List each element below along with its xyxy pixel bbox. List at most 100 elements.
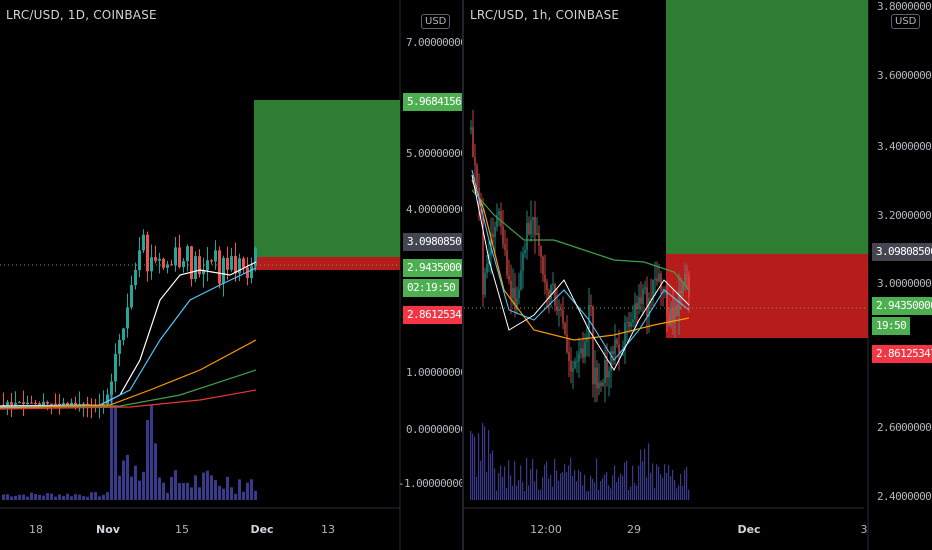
volume-bar: [676, 488, 678, 500]
x-axis-tick: 12:00: [530, 523, 562, 536]
volume-bar: [218, 485, 221, 500]
volume-bar: [520, 465, 522, 500]
y-axis-tick: 5.00000000: [406, 147, 462, 160]
candle-body: [604, 359, 606, 383]
volume-bar: [610, 488, 612, 500]
volume-bar: [102, 494, 105, 500]
volume-bar: [508, 460, 510, 500]
volume-bar: [202, 472, 205, 500]
candle-body: [524, 249, 526, 254]
volume-bar: [246, 482, 249, 500]
volume-bar: [506, 487, 508, 500]
candle-body: [658, 273, 660, 282]
volume-bar: [150, 405, 153, 500]
volume-bar: [142, 471, 145, 500]
volume-bar: [480, 460, 482, 500]
chart-pane-hourly[interactable]: LRC/USD, 1h, COINBASE USD 3.80000000 3.6…: [464, 0, 932, 550]
candle-body: [54, 403, 57, 405]
volume-bar: [654, 488, 656, 500]
y-axis-tick: -1.00000000: [398, 477, 462, 490]
volume-bar: [74, 494, 77, 500]
volume-bar: [158, 477, 161, 500]
volume-bar: [534, 481, 536, 500]
candle-body: [568, 351, 570, 362]
candle-body: [210, 260, 213, 262]
volume-bar: [46, 493, 49, 500]
volume-bar: [582, 485, 584, 500]
candle-body: [42, 402, 45, 406]
volume-bar: [674, 480, 676, 500]
volume-bar: [634, 483, 636, 500]
candle-body: [46, 402, 49, 404]
profit-zone: [254, 100, 400, 257]
hourly-chart-canvas[interactable]: [464, 0, 932, 550]
candle-body: [186, 246, 189, 262]
volume-bar: [642, 461, 644, 500]
candle-body: [552, 284, 554, 286]
volume-bar: [518, 480, 520, 500]
candle-body: [684, 274, 686, 284]
candle-body: [536, 232, 538, 235]
volume-bar: [536, 469, 538, 500]
currency-button[interactable]: USD: [421, 14, 451, 29]
y-axis-tick: 3.60000000: [877, 69, 932, 82]
candle-body: [514, 288, 516, 310]
candle-body: [542, 256, 544, 275]
y-axis-tick: 3.40000000: [877, 140, 932, 153]
currency-button[interactable]: USD: [891, 14, 921, 29]
candle-body: [500, 211, 502, 227]
candle-body: [246, 267, 249, 279]
candle-body: [174, 247, 177, 266]
candle-body: [82, 403, 85, 405]
candle-body: [606, 359, 608, 378]
volume-bar: [194, 475, 197, 500]
candle-body: [582, 348, 584, 358]
volume-bar: [622, 475, 624, 500]
volume-bar: [682, 486, 684, 500]
volume-bar: [250, 479, 253, 500]
candle-body: [638, 297, 640, 309]
chart-title: LRC/USD, 1D, COINBASE: [6, 8, 157, 22]
candle-body: [572, 368, 574, 372]
pane-divider[interactable]: [462, 0, 464, 550]
volume-bar: [624, 462, 626, 500]
candle-body: [474, 157, 476, 166]
volume-bar: [154, 443, 157, 500]
candle-body: [494, 227, 496, 238]
candle-body: [496, 214, 498, 228]
y-axis-tick: 2.60000000: [877, 421, 932, 434]
volume-bar: [90, 492, 93, 500]
volume-bar: [620, 473, 622, 500]
candle-body: [214, 250, 217, 262]
last-price-tag: 2.94350000: [403, 259, 462, 277]
chart-pane-daily[interactable]: LRC/USD, 1D, COINBASE USD 7.00000000 5.0…: [0, 0, 462, 550]
candle-body: [570, 361, 572, 372]
candle-body: [510, 280, 512, 299]
volume-bar: [146, 420, 149, 500]
volume-bar: [578, 469, 580, 500]
candle-body: [226, 257, 229, 270]
entry-price-tag: 3.09808500: [872, 243, 932, 261]
candle-body: [222, 257, 225, 284]
volume-bar: [162, 482, 165, 500]
volume-bar: [474, 436, 476, 500]
candle-body: [146, 234, 149, 272]
candle-body: [682, 283, 684, 294]
daily-chart-canvas[interactable]: [0, 0, 462, 550]
candle-body: [550, 285, 552, 300]
volume-bar: [580, 471, 582, 500]
candle-body: [516, 297, 518, 310]
volume-bar: [592, 478, 594, 500]
volume-bar: [550, 474, 552, 500]
candle-body: [538, 232, 540, 246]
volume-bar: [178, 483, 181, 500]
volume-bar: [50, 493, 53, 500]
volume-bar: [626, 460, 628, 500]
volume-bar: [34, 494, 37, 500]
moving-average-line: [471, 179, 690, 341]
volume-bar: [494, 468, 496, 500]
volume-bar: [130, 476, 133, 500]
candle-body: [602, 382, 604, 386]
volume-bar: [94, 492, 97, 500]
candle-body: [614, 339, 616, 354]
